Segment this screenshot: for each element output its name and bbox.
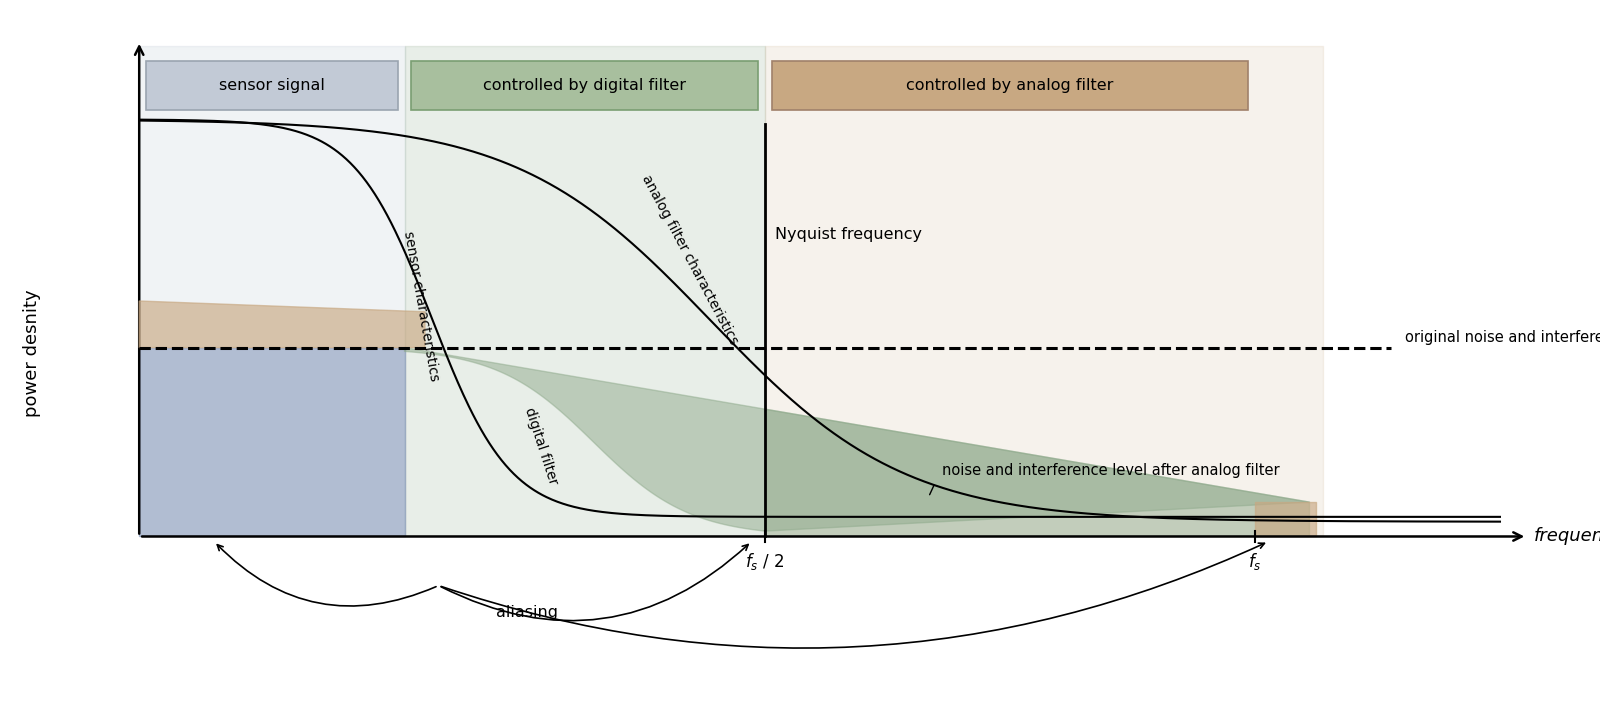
- Text: Nyquist frequency: Nyquist frequency: [774, 227, 922, 242]
- Text: analog filter characteristics: analog filter characteristics: [640, 172, 741, 346]
- Text: controlled by analog filter: controlled by analog filter: [907, 77, 1114, 92]
- FancyBboxPatch shape: [146, 60, 398, 109]
- Polygon shape: [765, 409, 1309, 537]
- Text: controlled by digital filter: controlled by digital filter: [483, 77, 686, 92]
- Text: $f_s$: $f_s$: [1248, 551, 1262, 572]
- Text: digital filter: digital filter: [522, 405, 560, 486]
- Text: aliasing: aliasing: [496, 605, 558, 620]
- Text: noise and interference level after analog filter: noise and interference level after analo…: [942, 463, 1280, 478]
- Text: sensor signal: sensor signal: [219, 77, 325, 92]
- FancyBboxPatch shape: [411, 60, 758, 109]
- Text: sensor characteristics: sensor characteristics: [400, 230, 442, 382]
- Text: power desnity: power desnity: [22, 290, 42, 417]
- Text: frequency: frequency: [1534, 528, 1600, 545]
- Text: original noise and interference level: original noise and interference level: [1405, 330, 1600, 345]
- Text: $f_s$ / 2: $f_s$ / 2: [746, 551, 786, 572]
- Polygon shape: [405, 348, 1309, 531]
- Polygon shape: [139, 301, 426, 348]
- FancyBboxPatch shape: [771, 60, 1248, 109]
